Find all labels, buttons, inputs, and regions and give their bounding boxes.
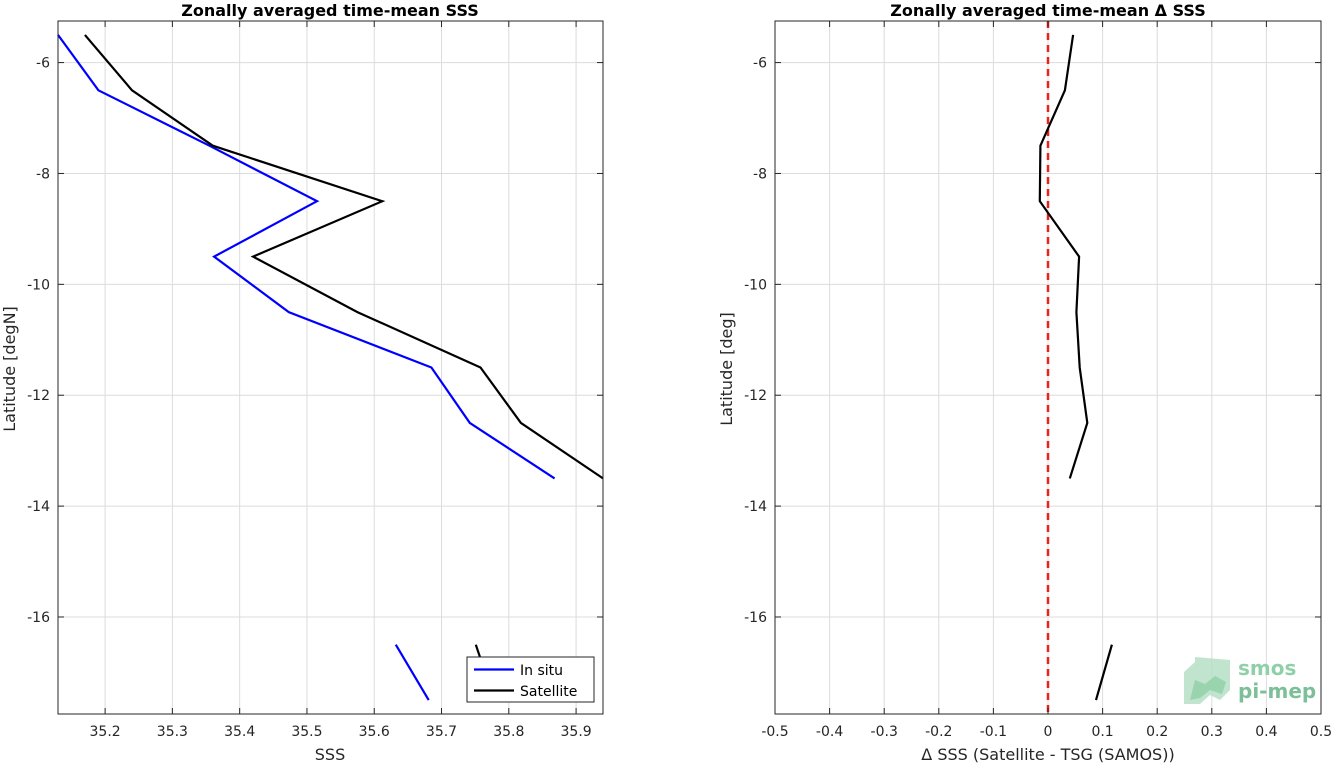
right-chart-title: Zonally averaged time-mean Δ SSS [890, 1, 1206, 20]
right-chart: -0.5 -0.4 -0.3 -0.2 -0.1 0 0.1 0.2 0.3 0.4 0.5 -16 -… [717, 1, 1332, 764]
left-x-tick-label: 35.2 [90, 724, 121, 740]
right-series-line-series-0 [1094, 644, 1113, 701]
left-x-tick-label: 35.3 [157, 724, 188, 740]
left-x-tick-label: 35.7 [426, 724, 457, 740]
right-ticks: -0.5 -0.4 -0.3 -0.2 -0.1 0 0.1 0.2 0.3 0.4 0.5 -16 -… [744, 21, 1332, 740]
right-y-axis-label: Latitude [deg] [717, 312, 736, 426]
logo-text-smos: smos [1238, 656, 1296, 680]
right-y-tick-label: -14 [744, 499, 767, 515]
right-y-tick-label: -8 [753, 166, 767, 182]
right-x-tick-label: -0.3 [871, 724, 898, 740]
left-x-tick-label: 35.9 [561, 724, 592, 740]
left-ticks: 35.2 35.3 35.4 35.5 35.6 35.7 35.8 35.9 -16 -14 -1… [27, 21, 603, 740]
right-x-tick-label: -0.4 [816, 724, 843, 740]
left-y-axis-label: Latitude [degN] [0, 306, 19, 432]
left-series [57, 34, 604, 701]
right-x-tick-label: 0.2 [1146, 724, 1168, 740]
left-y-tick-label: -16 [27, 610, 50, 626]
left-x-tick-label: 35.4 [224, 724, 255, 740]
left-chart-title: Zonally averaged time-mean SSS [181, 1, 479, 20]
right-x-tick-label: -0.2 [925, 724, 952, 740]
right-y-tick-label: -16 [744, 610, 767, 626]
left-y-tick-label: -8 [36, 166, 50, 182]
right-x-tick-label: 0.1 [1091, 724, 1113, 740]
right-x-tick-label: 0.3 [1201, 724, 1223, 740]
legend: In situ Satellite [466, 656, 595, 703]
left-series-line-in-situ [57, 34, 556, 480]
left-x-tick-label: 35.8 [493, 724, 524, 740]
right-x-axis-label: Δ SSS (Satellite - TSG (SAMOS)) [921, 745, 1174, 764]
right-y-tick-label: -6 [753, 56, 767, 72]
left-x-tick-label: 35.6 [359, 724, 390, 740]
logo-text-pi-mep: pi-mep [1238, 679, 1316, 703]
left-axes-box [57, 20, 604, 715]
right-x-tick-label: -0.1 [980, 724, 1007, 740]
left-grid [58, 21, 603, 714]
left-series-line-satellite [474, 644, 482, 659]
left-series-line-satellite [84, 34, 604, 480]
right-x-tick-label: 0.4 [1255, 724, 1277, 740]
left-x-tick-label: 35.5 [291, 724, 322, 740]
right-y-tick-label: -12 [744, 388, 767, 404]
left-chart: 35.2 35.3 35.4 35.5 35.6 35.7 35.8 35.9 -16 -14 -1… [0, 1, 604, 764]
legend-label-in-situ: In situ [520, 663, 563, 679]
left-y-tick-label: -6 [36, 56, 50, 72]
left-y-tick-label: -10 [27, 277, 50, 293]
logo-wave-mark-inner [1190, 676, 1226, 700]
right-x-tick-label: -0.5 [761, 724, 788, 740]
right-y-tick-label: -10 [744, 277, 767, 293]
left-y-tick-label: -12 [27, 388, 50, 404]
legend-label-satellite: Satellite [520, 684, 577, 700]
right-x-tick-label: 0.5 [1310, 724, 1332, 740]
right-series-line-series-0 [1038, 34, 1089, 479]
left-series-line-in-situ [394, 644, 430, 701]
legend-box [466, 656, 595, 703]
left-y-tick-label: -14 [27, 499, 50, 515]
smos-pi-mep-logo: smos pi-mep [1184, 656, 1316, 704]
right-series [1038, 21, 1113, 714]
right-x-tick-label: 0 [1044, 724, 1053, 740]
left-x-axis-label: SSS [315, 745, 345, 764]
